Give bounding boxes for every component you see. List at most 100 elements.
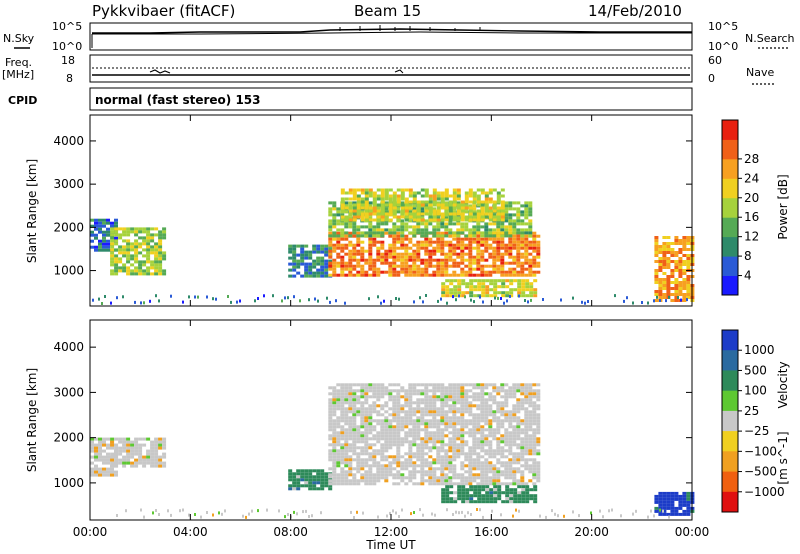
heatmap-cell-4 [444, 222, 449, 226]
heatmap-cell-3 [432, 416, 437, 420]
heatmap-cell-3 [512, 470, 517, 474]
heatmap-cell-3 [532, 440, 537, 444]
heatmap-cell-3 [520, 464, 525, 468]
heatmap-cell-3 [408, 455, 413, 459]
heatmap-cell-4 [469, 500, 474, 504]
heatmap-cell-3 [344, 482, 349, 486]
heatmap-cell-3 [368, 431, 373, 435]
heatmap-cell-5 [658, 500, 663, 504]
heatmap-cell-3 [512, 419, 517, 423]
heatmap-cell-3 [372, 482, 377, 486]
heatmap-cell-3 [332, 270, 337, 274]
heatmap-cell-5 [480, 206, 485, 210]
heatmap-cell-0 [102, 473, 106, 477]
heatmap-cell-3 [512, 416, 517, 420]
heatmap-cell-3 [408, 264, 413, 268]
heatmap-cell-2 [304, 481, 309, 485]
heatmap-cell-7 [658, 251, 663, 254]
heatmap-cell-3 [392, 440, 397, 444]
heatmap-cell-5 [464, 191, 469, 195]
heatmap-cell-3 [516, 273, 521, 277]
heatmap-cell-3 [452, 237, 457, 241]
heatmap-cell-2 [288, 244, 293, 248]
heatmap-cell-5 [484, 215, 489, 219]
heatmap-cell-5 [488, 191, 493, 195]
heatmap-cell-3 [524, 386, 529, 390]
heatmap-cell-3 [412, 243, 417, 247]
heatmap-cell-3 [528, 443, 533, 447]
heatmap-cell-4 [384, 207, 389, 211]
heatmap-cell-5 [468, 209, 473, 213]
heatmap-cell-1 [158, 266, 163, 270]
heatmap-cell-3 [448, 404, 453, 408]
y-tick-label: 1000 [53, 264, 84, 278]
heatmap-cell-3 [420, 443, 425, 447]
heatmap-cell-3 [536, 461, 541, 465]
heatmap-speckle [413, 300, 415, 304]
y-tick-label: 1000 [53, 476, 84, 490]
heatmap-cell-7 [654, 275, 659, 278]
heatmap-cell-1 [110, 239, 115, 243]
heatmap-cell-3 [460, 449, 465, 453]
noise-left-tick-top: 10^5 [52, 20, 82, 33]
heatmap-cell-7 [662, 248, 667, 251]
heatmap-cell-5 [376, 206, 381, 210]
heatmap-cell-4 [508, 234, 513, 238]
heatmap-cell-3 [456, 264, 461, 268]
heatmap-cell-4 [468, 234, 473, 238]
heatmap-cell-5 [400, 215, 405, 219]
heatmap-cell-3 [440, 398, 445, 402]
heatmap-cell-0 [106, 446, 110, 450]
heatmap-cell-6 [481, 291, 486, 295]
heatmap-cell-7 [666, 278, 671, 281]
heatmap-cell-4 [376, 225, 381, 229]
heatmap-cell-3 [488, 273, 493, 277]
heatmap-cell-3 [384, 458, 389, 462]
heatmap-cell-3 [328, 449, 333, 453]
heatmap-speckle [140, 508, 142, 512]
heatmap-cell-1 [162, 452, 167, 456]
heatmap-cell-2 [312, 469, 317, 473]
heatmap-cell-3 [364, 398, 369, 402]
heatmap-cell-2 [308, 265, 313, 269]
heatmap-speckle [143, 515, 145, 519]
heatmap-cell-1 [162, 269, 167, 273]
heatmap-cell-3 [352, 401, 357, 405]
heatmap-cell-3 [388, 267, 393, 271]
heatmap-cell-3 [328, 401, 333, 405]
heatmap-cell-2 [300, 262, 305, 266]
heatmap-speckle [434, 513, 436, 517]
heatmap-cell-5 [448, 200, 453, 204]
heatmap-cell-3 [472, 464, 477, 468]
heatmap-cell-3 [484, 440, 489, 444]
heatmap-cell-3 [344, 383, 349, 387]
heatmap-speckle [578, 514, 580, 518]
heatmap-cell-3 [444, 443, 449, 447]
heatmap-cell-3 [336, 449, 341, 453]
heatmap-cell-3 [480, 249, 485, 253]
heatmap-cell-3 [348, 243, 353, 247]
heatmap-cell-4 [336, 207, 341, 211]
heatmap-cell-1 [126, 437, 131, 441]
heatmap-cell-2 [316, 472, 321, 476]
heatmap-cell-3 [364, 395, 369, 399]
heatmap-cell-4 [516, 201, 521, 205]
heatmap-cell-5 [368, 194, 373, 198]
heatmap-cell-5 [670, 500, 675, 504]
heatmap-cell-7 [666, 251, 671, 254]
heatmap-cell-3 [532, 446, 537, 450]
heatmap-cell-5 [492, 218, 497, 222]
heatmap-cell-3 [436, 264, 441, 268]
heatmap-cell-5 [496, 209, 501, 213]
heatmap-cell-1 [122, 443, 127, 447]
heatmap-speckle [380, 301, 382, 305]
heatmap-cell-3 [340, 431, 345, 435]
heatmap-cell-3 [412, 443, 417, 447]
heatmap-cell-3 [436, 246, 441, 250]
heatmap-cell-3 [424, 434, 429, 438]
heatmap-cell-3 [464, 455, 469, 459]
heatmap-cell-3 [420, 383, 425, 387]
heatmap-cell-4 [432, 228, 437, 232]
heatmap-cell-3 [516, 383, 521, 387]
heatmap-cell-3 [408, 246, 413, 250]
